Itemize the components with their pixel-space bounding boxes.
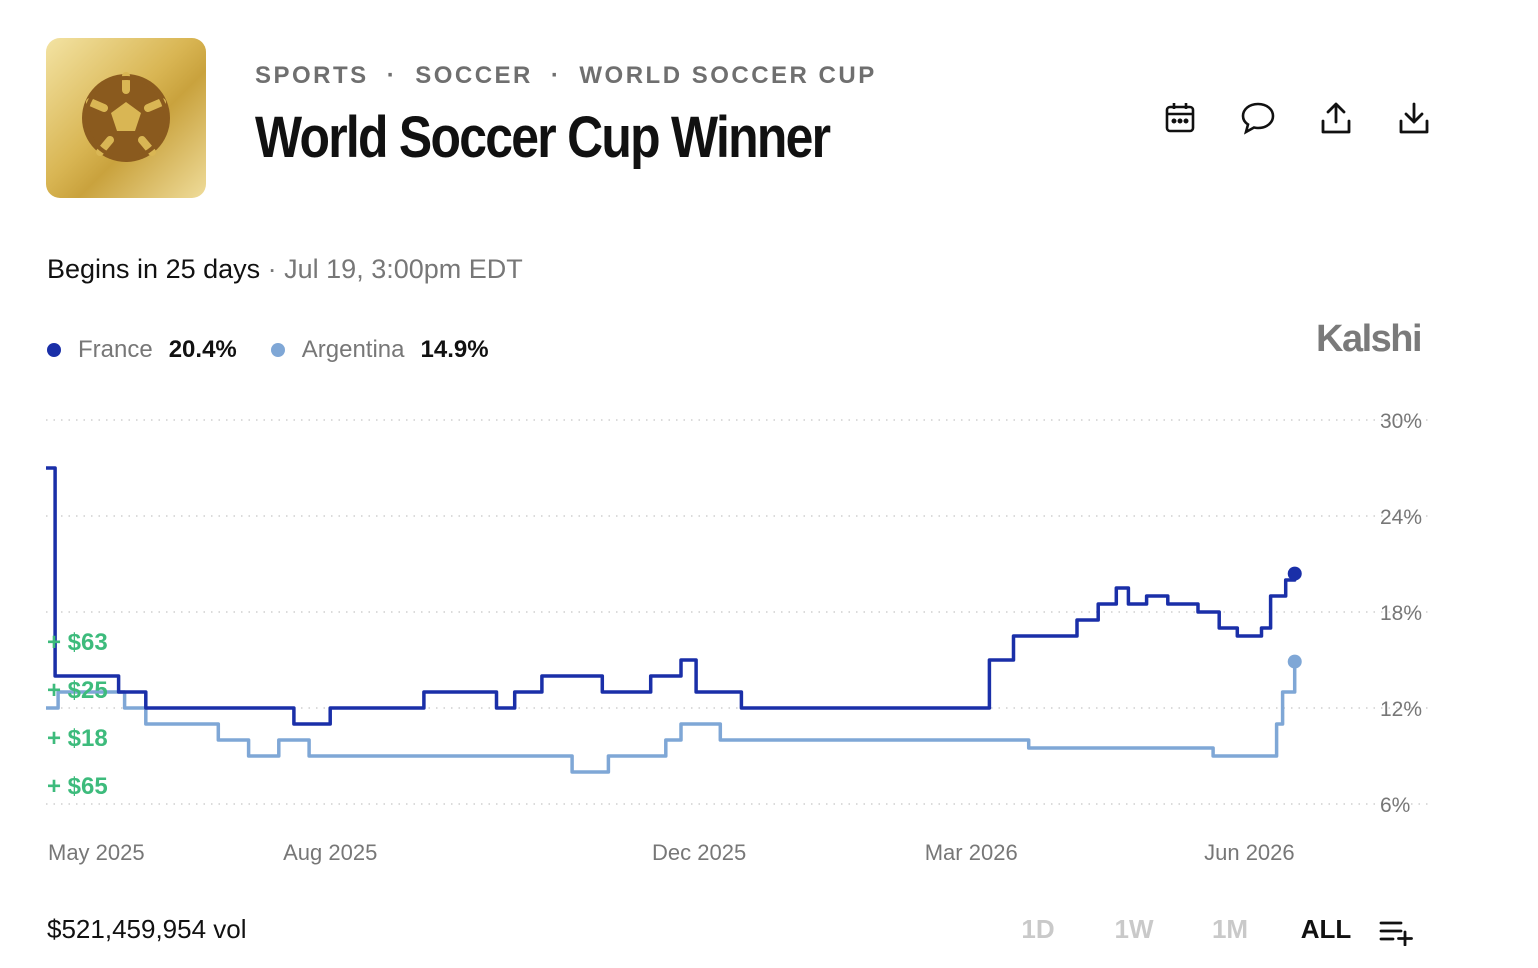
y-tick-label: 12% [1380,698,1422,721]
trade-annotation: + $18 [47,725,108,752]
schedule-info: Begins in 25 days · Jul 19, 3:00pm EDT [47,254,523,285]
share-button[interactable] [1316,98,1356,138]
range-all[interactable]: ALL [1300,914,1352,944]
breadcrumb-separator: · [386,62,398,89]
add-to-list-button[interactable] [1379,918,1415,951]
volume-text: $521,459,954 vol [47,914,247,944]
calendar-button[interactable] [1160,98,1200,138]
chart-legend: France 20.4% Argentina 14.9% [47,336,523,364]
x-tick-label: Jun 2026 [1204,840,1295,865]
x-tick-label: Aug 2025 [283,840,377,865]
y-tick-label: 30% [1380,410,1422,433]
soccer-ball-icon [82,72,170,162]
add-list-icon [1379,921,1413,947]
y-tick-label: 18% [1380,602,1422,625]
price-chart[interactable]: 30% 24% 18% 12% 6% May 2025 Aug 2025 Dec 2025 Ma… [0,380,1538,880]
series-line-argentina [46,661,1297,774]
series-endpoint-france[interactable] [1287,566,1302,581]
breadcrumb-separator: · [550,62,562,89]
breadcrumb-world-soccer-cup[interactable]: WORLD SOCCER CUP [579,62,877,89]
breadcrumb: SPORTS · SOCCER · WORLD SOCCER CUP [255,62,877,90]
trade-annotation: + $63 [47,629,108,656]
trade-annotation: + $65 [47,773,108,800]
legend-value-france: 20.4% [168,336,237,363]
legend-value-argentina: 14.9% [420,336,489,363]
action-bar [1160,98,1434,138]
begins-countdown: Begins in 25 days [47,254,261,284]
legend-dot-argentina [270,343,285,357]
y-tick-label: 6% [1380,794,1410,817]
calendar-icon [1165,103,1195,133]
legend-name-france[interactable]: France [78,336,153,363]
series-endpoint-argentina[interactable] [1287,654,1302,669]
page-title: World Soccer Cup Winner [255,105,831,170]
comment-button[interactable] [1238,98,1278,138]
x-tick-label: Mar 2026 [925,840,1018,865]
range-1m[interactable]: 1M [1211,914,1249,944]
y-tick-label: 24% [1380,506,1422,529]
trade-annotation: + $25 [47,677,108,704]
market-logo [46,38,206,198]
download-button[interactable] [1394,98,1434,138]
brand-logo: Kalshi [1316,318,1423,360]
begins-date: Jul 19, 3:00pm EDT [284,254,523,284]
x-tick-label: Dec 2025 [652,840,746,865]
download-icon [1399,102,1429,134]
breadcrumb-sports[interactable]: SPORTS [255,62,369,89]
range-1w[interactable]: 1W [1114,914,1154,944]
share-icon [1321,102,1351,134]
comment-icon [1241,102,1275,135]
range-1d[interactable]: 1D [1021,914,1055,944]
legend-dot-france [47,343,61,357]
x-tick-label: May 2025 [48,840,145,865]
range-selector: 1D 1W 1M ALL [990,914,1374,945]
schedule-separator: · [260,254,285,284]
breadcrumb-soccer[interactable]: SOCCER [415,62,533,89]
legend-name-argentina[interactable]: Argentina [301,336,405,363]
series-line-france [46,466,1297,726]
